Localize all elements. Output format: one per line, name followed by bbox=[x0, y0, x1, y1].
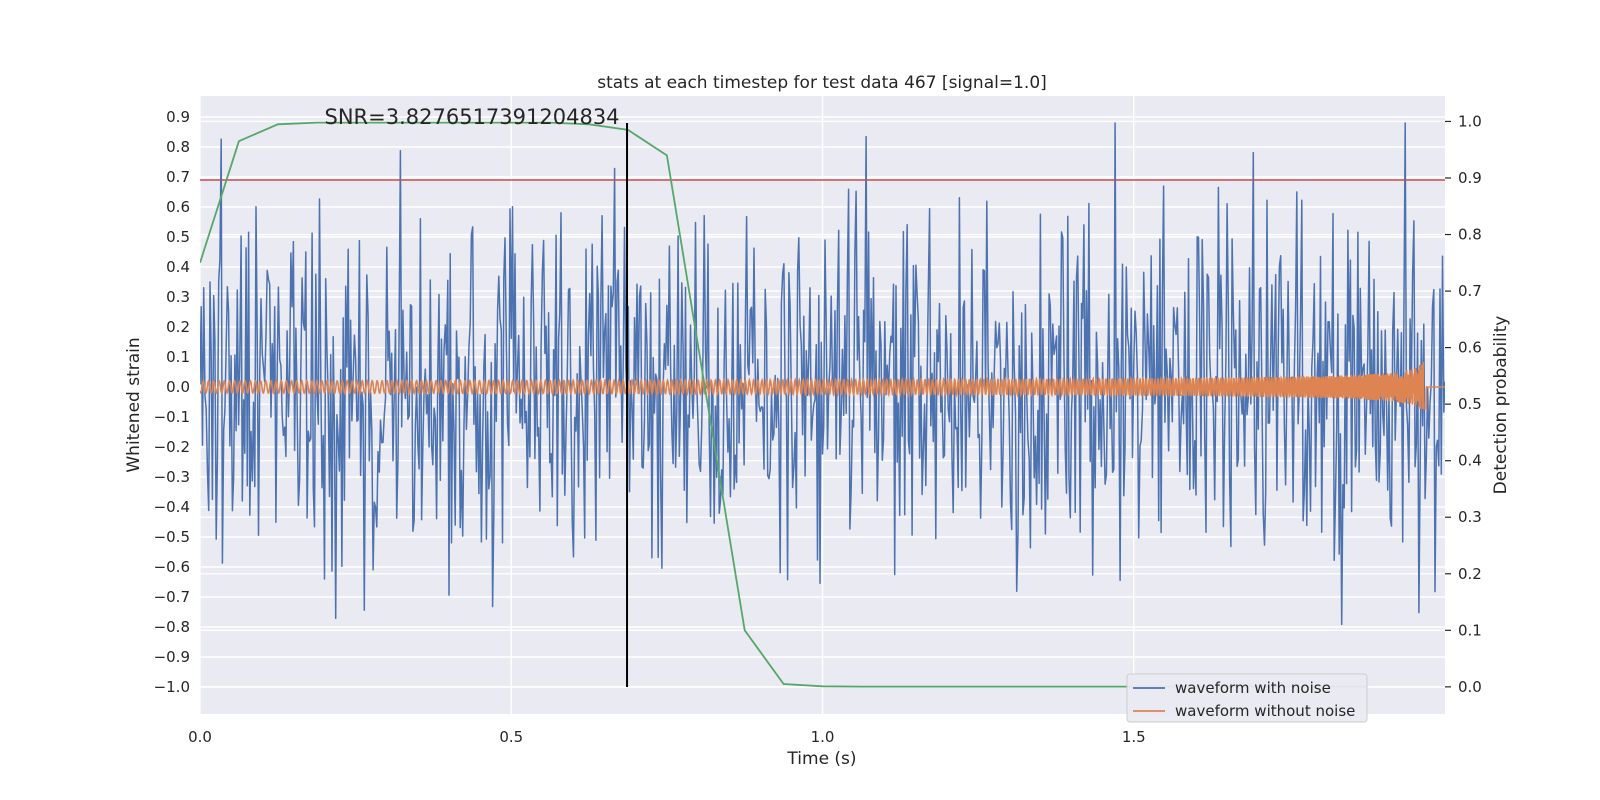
y-tick-label-left: −0.9 bbox=[154, 648, 190, 666]
y-tick-label-left: 0.7 bbox=[166, 168, 190, 186]
y-tick-label-left: −0.7 bbox=[154, 588, 190, 606]
y-tick-label-right: 0.0 bbox=[1458, 678, 1482, 696]
y-tick-label-left: −0.6 bbox=[154, 558, 190, 576]
x-tick-label: 1.0 bbox=[811, 728, 835, 746]
y-tick-label-left: 0.6 bbox=[166, 198, 190, 216]
y-tick-label-right: 0.2 bbox=[1458, 565, 1482, 583]
waveform-with-noise-line bbox=[200, 122, 1445, 626]
y-tick-label-left: −0.3 bbox=[154, 468, 190, 486]
y-tick-label-left: 0.4 bbox=[166, 258, 190, 276]
y-tick-label-left: 0.5 bbox=[166, 228, 190, 246]
y-tick-label-right: 0.3 bbox=[1458, 508, 1482, 526]
y-tick-label-right: 0.9 bbox=[1458, 169, 1482, 187]
y-tick-label-right: 0.1 bbox=[1458, 621, 1482, 639]
y-tick-label-left: −0.2 bbox=[154, 438, 190, 456]
y-tick-label-right: 0.8 bbox=[1458, 226, 1482, 244]
y-tick-label-left: −0.1 bbox=[154, 408, 190, 426]
y-tick-label-left: −0.4 bbox=[154, 498, 190, 516]
x-axis-label: Time (s) bbox=[786, 749, 856, 769]
y-tick-label-right: 1.0 bbox=[1458, 112, 1482, 130]
y-tick-label-left: −0.8 bbox=[154, 618, 190, 636]
x-tick-label: 1.5 bbox=[1122, 728, 1146, 746]
legend-box bbox=[1126, 673, 1368, 723]
legend: waveform with noise waveform without nois… bbox=[1126, 673, 1368, 723]
y-tick-label-left: 0.3 bbox=[166, 288, 190, 306]
y-tick-label-right: 0.7 bbox=[1458, 282, 1482, 300]
snr-annotation: SNR=3.8276517391204834 bbox=[325, 105, 620, 129]
chart-title: stats at each timestep for test data 467… bbox=[597, 73, 1047, 93]
y-tick-label-left: −0.5 bbox=[154, 528, 190, 546]
y-axis-label-left: Whitened strain bbox=[124, 337, 144, 472]
plot-area bbox=[200, 121, 1445, 688]
y-tick-label-left: −1.0 bbox=[154, 678, 190, 696]
y-tick-label-left: 0.2 bbox=[166, 318, 190, 336]
series-group bbox=[200, 121, 1445, 688]
y-tick-label-right: 0.4 bbox=[1458, 452, 1482, 470]
y-tick-label-left: 0.9 bbox=[166, 108, 190, 126]
y-axis-label-right: Detection probability bbox=[1491, 316, 1511, 495]
y-tick-label-left: 0.8 bbox=[166, 138, 190, 156]
tick-labels: 0.0 0.5 1.0 1.5 0.9 0.8 0.7 0.6 0.5 0.4 0.3 0.2 0.1 0… bbox=[154, 108, 1482, 746]
x-tick-label: 0.0 bbox=[188, 728, 212, 746]
legend-label: waveform without noise bbox=[1175, 702, 1355, 720]
waveform-without-noise-line bbox=[200, 361, 1445, 410]
y-tick-label-left: 0.1 bbox=[166, 348, 190, 366]
legend-label: waveform with noise bbox=[1175, 679, 1331, 697]
y-tick-label-left: 0.0 bbox=[166, 378, 190, 396]
y-tick-label-right: 0.6 bbox=[1458, 339, 1482, 357]
x-tick-label: 0.5 bbox=[499, 728, 523, 746]
y-tick-label-right: 0.5 bbox=[1458, 395, 1482, 413]
